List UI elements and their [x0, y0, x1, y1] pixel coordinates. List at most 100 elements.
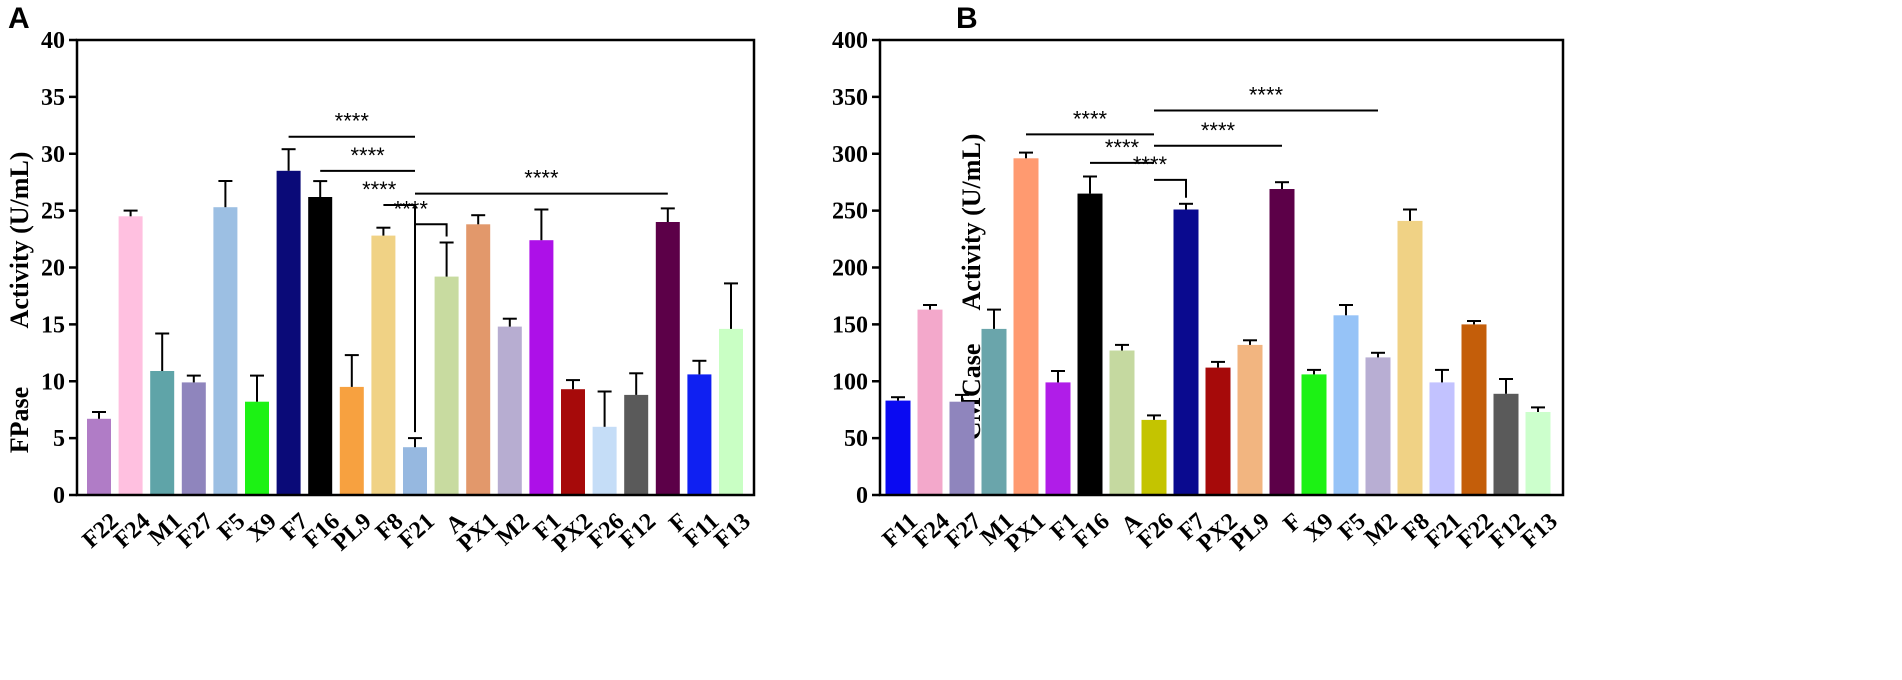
panel-a-bar-f — [655, 222, 680, 495]
panel-b-sig-label-4: **** — [1133, 152, 1168, 177]
panel-a-bar-x9 — [245, 401, 269, 495]
panel-b-sig-label-2: **** — [1249, 83, 1284, 108]
panel-b-bar-a — [1109, 350, 1135, 495]
panel-b-bar-px2 — [1205, 367, 1231, 495]
panel-b-bars — [885, 151, 1551, 496]
panel-b-ytick-label: 400 — [832, 28, 868, 54]
panel-a-ytick-label: 40 — [41, 28, 65, 54]
panel-b-bar-f11 — [885, 400, 911, 495]
panel-a-xtick-label: F21 — [394, 508, 440, 553]
panel-a-label: A — [8, 2, 30, 35]
panel-b-xtick-label: M2 — [1360, 508, 1403, 551]
panel-a-bars — [87, 148, 743, 496]
panel-a-bar-f1 — [529, 240, 554, 495]
panel-b-bar-f13 — [1525, 412, 1551, 495]
panel-b-bar-px1 — [1013, 158, 1039, 496]
panel-b-chart: B CMCase Activity (U/mL) ***************… — [832, 2, 1565, 557]
panel-a-ytick-label: 0 — [53, 483, 65, 509]
panel-a-bar-f7 — [276, 170, 301, 496]
panel-b-bar-f27 — [949, 401, 975, 495]
panel-b-bar-f1 — [1045, 382, 1071, 495]
panel-b-bar-f8 — [1397, 220, 1423, 495]
panel-a-bar-px2 — [561, 389, 585, 495]
panel-a-sig-label-0: **** — [335, 109, 370, 134]
panel-b-bar-f16 — [1077, 193, 1103, 495]
panel-a-sig-label-4: **** — [394, 196, 429, 221]
panel-b-xtick-label: F13 — [1517, 508, 1563, 553]
panel-a-sig-line-4 — [415, 223, 448, 237]
panel-a-ytick-label: 15 — [41, 312, 65, 338]
panel-b-ytick-label: 100 — [832, 369, 868, 395]
panel-a-bar-px1 — [466, 224, 491, 496]
panel-a-bar-f8 — [371, 235, 396, 495]
panel-a-bar-f22 — [87, 418, 111, 495]
panel-b-xtick-label: F — [1279, 508, 1307, 537]
panel-b-bar-f24 — [917, 309, 943, 495]
panel-a-bar-f21 — [403, 447, 427, 495]
panel-b-bar-m2 — [1365, 357, 1391, 495]
panel-a-bar-f12 — [624, 394, 649, 495]
panel-a-xtick-label: F27 — [173, 508, 219, 553]
panel-b-ytick-label: 300 — [832, 142, 868, 168]
panel-a-bar-f13 — [719, 328, 743, 495]
panel-b-ytick-label: 50 — [844, 426, 868, 452]
panel-a-ylabel-part1: FPase — [5, 387, 34, 453]
panel-b-ytick-label: 250 — [832, 199, 868, 225]
panel-a-bar-pl9 — [339, 386, 364, 495]
panel-a-sig-label-3: **** — [524, 166, 559, 191]
panel-b-bar-f12 — [1493, 393, 1519, 495]
panel-b-xtick-label: F16 — [1069, 508, 1115, 553]
panel-a-bar-f24 — [118, 216, 143, 496]
panel-a-ytick-label: 30 — [41, 142, 65, 168]
panel-a-sig-label-1: **** — [350, 143, 385, 168]
panel-a-bar-f16 — [308, 197, 333, 495]
panel-a-xtick-label: F13 — [710, 508, 756, 553]
panel-b-bar-f22 — [1461, 324, 1487, 495]
panel-a-ylabel-part2: Activity (U/mL) — [5, 152, 34, 329]
panel-b-sig-line-4 — [1154, 178, 1187, 198]
panel-a-ytick-label: 20 — [41, 256, 65, 282]
panel-b-label: B — [956, 2, 978, 35]
panel-b-ytick-label: 150 — [832, 312, 868, 338]
panel-a-ytick-label: 35 — [41, 85, 65, 111]
panel-a-ytick-label: 10 — [41, 369, 65, 395]
panel-a-xtick-label: PL9 — [328, 508, 377, 556]
panel-a-ytick-label: 25 — [41, 199, 65, 225]
panel-a-bar-f11 — [687, 374, 712, 495]
panel-a-bar-f5 — [213, 207, 238, 495]
panel-a-bar-m1 — [150, 371, 175, 495]
panel-b-bar-f26 — [1141, 419, 1167, 495]
panel-b-xtick-label: PX1 — [1001, 508, 1051, 557]
panel-a-significance: ************ ******** — [288, 109, 668, 433]
panel-b-ytick-label: 200 — [832, 256, 868, 282]
panel-b-xtick-label: F26 — [1133, 508, 1179, 553]
panel-b-sig-label-0: **** — [1073, 106, 1108, 131]
panel-b-ytick-label: 0 — [856, 483, 868, 509]
panel-a-xtick-label: F12 — [615, 508, 661, 553]
panel-a-chart: A FPase Activity (U/mL) ************ ****… — [5, 2, 756, 557]
panel-a-sig-line-2 — [383, 203, 416, 433]
panel-b-bar-f7 — [1173, 209, 1199, 495]
panel-b-bar-f5 — [1333, 315, 1359, 495]
panel-b-ylabel-part2: Activity (U/mL) — [957, 134, 986, 311]
panel-a-bar-f26 — [592, 426, 617, 496]
panel-b-significance: ******************** — [1026, 83, 1378, 198]
panel-a-xtick-label: M2 — [492, 508, 535, 551]
panel-b-xtick-label: X9 — [1300, 508, 1339, 547]
panel-a-bar-m2 — [497, 326, 522, 495]
panel-b-sig-label-1: **** — [1105, 135, 1140, 160]
panel-b-bar-f — [1269, 189, 1295, 495]
panel-b-bar-f21 — [1429, 382, 1455, 495]
panel-a-bar-a — [434, 276, 459, 495]
panel-a-sig-label-2: **** — [362, 177, 397, 202]
panel-a-xtick-label: X9 — [243, 508, 282, 547]
panel-b-xtick-label: PL9 — [1226, 508, 1275, 556]
panel-b-bar-pl9 — [1237, 344, 1263, 495]
panel-b-sig-label-3: **** — [1201, 118, 1236, 143]
panel-b-bar-x9 — [1301, 374, 1327, 495]
panel-a-ytick-label: 5 — [53, 426, 65, 452]
panel-a-bar-f27 — [181, 382, 206, 495]
panel-b-bar-m1 — [981, 328, 1007, 495]
